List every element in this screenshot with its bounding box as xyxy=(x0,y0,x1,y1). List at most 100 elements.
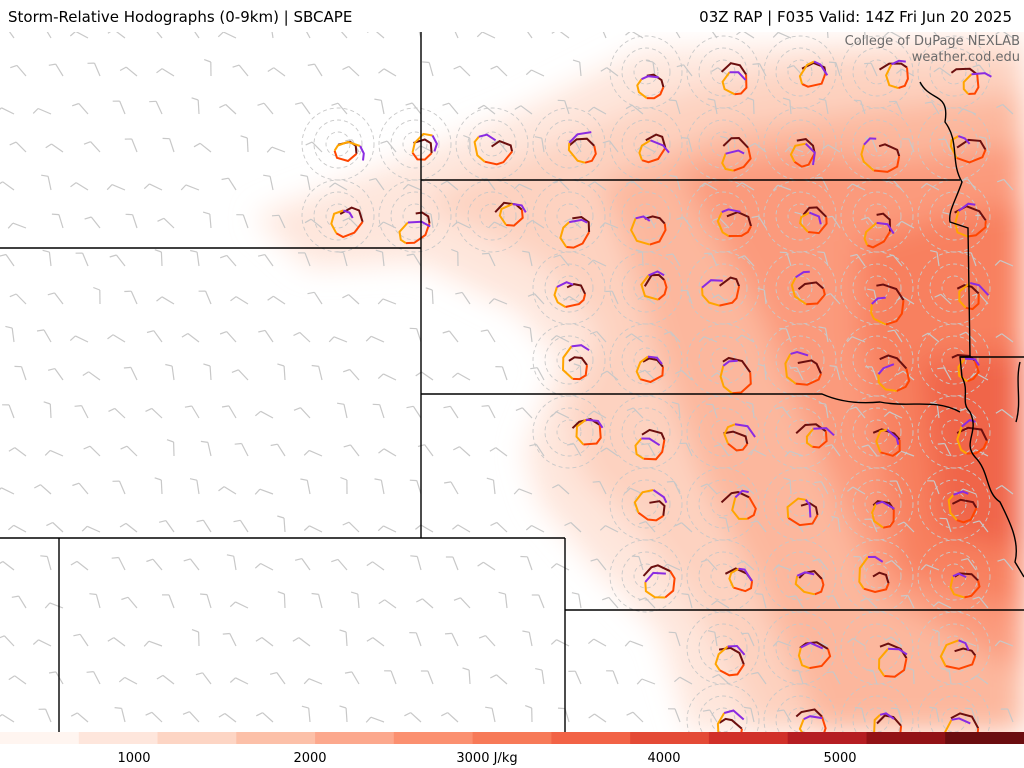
wind-barb xyxy=(180,184,200,191)
wind-barb xyxy=(51,213,64,229)
wind-barb xyxy=(625,104,644,115)
wind-barb xyxy=(864,62,878,77)
wind-barb xyxy=(342,294,360,305)
hodograph-ring xyxy=(556,203,582,229)
border-mo-river xyxy=(919,81,1024,578)
hodograph-ring xyxy=(710,563,736,589)
wind-barb xyxy=(38,708,52,723)
wind-barb xyxy=(234,442,249,457)
hodograph-ring xyxy=(378,179,452,253)
wind-barb xyxy=(445,556,459,571)
wind-barb xyxy=(995,408,1014,419)
wind-barb xyxy=(896,220,915,229)
wind-barb xyxy=(789,595,804,609)
wind-barb xyxy=(452,524,471,533)
wind-barb xyxy=(365,716,385,723)
colorbar-labels: 1000 2000 3000 J/kg 4000 5000 xyxy=(0,746,1024,768)
wind-barb xyxy=(861,444,878,457)
wind-barb xyxy=(266,146,286,153)
wind-barb xyxy=(743,706,755,723)
wind-barb xyxy=(702,709,718,723)
hodograph-ring xyxy=(929,407,979,457)
hodograph-ring xyxy=(941,491,967,517)
wind-barb xyxy=(89,593,101,609)
wind-barb xyxy=(231,369,249,381)
colorbar-bin xyxy=(630,732,710,744)
wind-barb xyxy=(772,640,792,647)
wind-barb xyxy=(938,138,952,153)
wind-barb xyxy=(453,446,471,457)
wind-barb xyxy=(921,332,940,343)
wind-barb xyxy=(404,712,422,723)
wind-barb xyxy=(120,445,138,457)
wind-barb xyxy=(864,518,878,533)
wind-barb xyxy=(73,633,89,647)
hodograph xyxy=(494,201,527,227)
wind-barb xyxy=(328,336,348,343)
hodograph-ring xyxy=(852,335,902,385)
wind-barb xyxy=(342,521,360,533)
wind-barb xyxy=(524,705,533,723)
wind-barb xyxy=(87,62,101,77)
hodograph xyxy=(878,59,909,90)
wind-barb xyxy=(70,182,89,191)
wind-barb xyxy=(481,252,496,267)
hodograph-ring xyxy=(556,419,582,445)
wind-barb xyxy=(451,248,459,267)
wind-barb xyxy=(203,363,212,381)
wind-barb xyxy=(453,597,471,609)
wind-barb xyxy=(676,64,693,77)
wind-barb xyxy=(232,64,249,77)
wind-barb xyxy=(146,558,163,571)
wind-barb xyxy=(920,564,940,571)
wind-barb xyxy=(751,671,767,685)
wind-barb xyxy=(166,439,175,457)
wind-barb xyxy=(933,67,952,77)
wind-barb xyxy=(822,144,841,153)
wind-barb xyxy=(527,32,533,39)
hodograph-ring xyxy=(852,191,902,241)
wind-barb xyxy=(218,712,237,723)
wind-barb xyxy=(0,181,15,191)
cape-shading xyxy=(255,32,1024,732)
wind-barb xyxy=(942,667,952,685)
wind-barb xyxy=(9,141,27,153)
hodograph-ring xyxy=(402,131,428,157)
wind-barb xyxy=(552,484,570,495)
hodograph xyxy=(720,489,757,520)
state-borders xyxy=(0,32,1024,732)
wind-barb xyxy=(368,178,385,191)
wind-barb xyxy=(667,708,681,723)
wind-barb xyxy=(488,298,508,305)
hodograph xyxy=(799,206,828,235)
wind-barb xyxy=(454,32,459,39)
wind-barb xyxy=(255,410,274,419)
hodograph-ring xyxy=(710,131,736,157)
wind-barb xyxy=(93,286,101,305)
wind-barb xyxy=(480,329,496,343)
wind-barb xyxy=(978,136,989,153)
hodograph-ring xyxy=(698,695,748,732)
hodograph-ring xyxy=(763,683,837,732)
wind-barb xyxy=(406,405,422,419)
wind-barb xyxy=(46,521,64,533)
wind-barb xyxy=(196,519,212,533)
hodograph-ring xyxy=(941,707,967,732)
hodograph-ring xyxy=(787,203,813,229)
wind-barb xyxy=(229,601,249,609)
wind-barb xyxy=(255,636,274,647)
wind-barb xyxy=(751,215,767,229)
hodograph-ring xyxy=(532,395,606,469)
hodograph-ring xyxy=(698,551,748,601)
colorbar-bin xyxy=(472,732,553,744)
wind-barb xyxy=(534,136,545,153)
hodograph-ring xyxy=(787,707,813,732)
wind-barb xyxy=(964,707,977,723)
wind-barb xyxy=(298,252,311,267)
hodograph-ring xyxy=(633,563,659,589)
hodograph xyxy=(939,639,977,670)
wind-barb xyxy=(490,674,508,685)
wind-barb xyxy=(636,678,656,685)
wind-barb xyxy=(410,555,422,571)
wind-barb xyxy=(736,484,755,495)
